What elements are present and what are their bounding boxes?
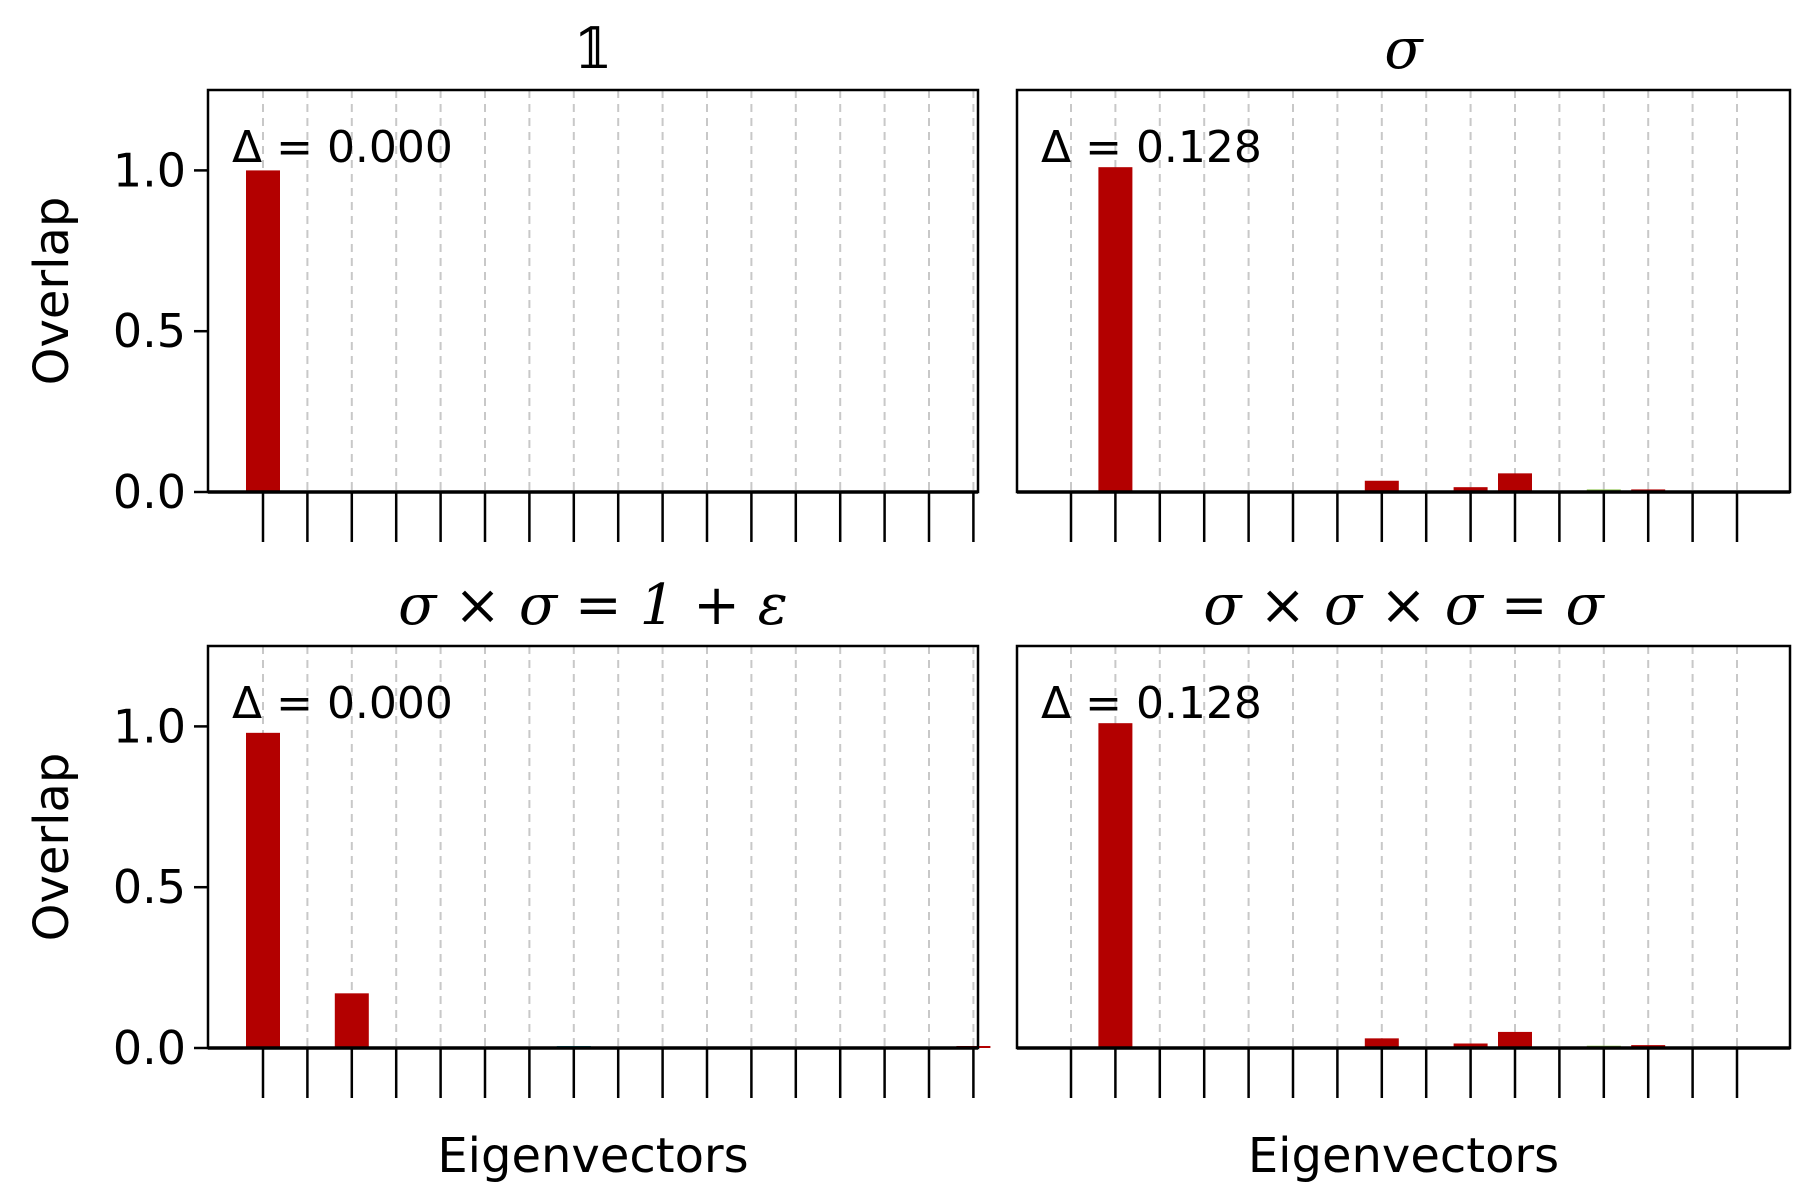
- y-tick-label: 0.5: [113, 304, 186, 358]
- y-tick-label: 0.0: [113, 1021, 186, 1075]
- y-tick-label: 1.0: [113, 699, 186, 753]
- bar: [334, 993, 369, 1048]
- panel-1: 0.0 0.5 1.0 𝟙 Δ = 0.000 Overlap: [24, 17, 980, 542]
- bar: [246, 732, 280, 1048]
- x-axis-label: Eigenvectors: [1248, 1128, 1559, 1184]
- panel-2: σ Δ = 0.128: [1015, 17, 1792, 542]
- panel-title: σ: [1384, 17, 1424, 82]
- panel-title: σ × σ × σ = σ: [1203, 573, 1605, 638]
- bar: [1498, 473, 1532, 492]
- delta-annotation: Δ = 0.128: [1041, 678, 1262, 729]
- bar: [1453, 487, 1488, 492]
- panel-title: σ × σ = 1 + ε: [398, 573, 788, 638]
- delta-annotation: Δ = 0.000: [232, 678, 453, 729]
- y-axis-label: Overlap: [24, 197, 80, 386]
- bar: [1364, 480, 1399, 492]
- bar: [1364, 1038, 1399, 1048]
- delta-annotation: Δ = 0.000: [232, 122, 453, 173]
- delta-annotation: Δ = 0.128: [1041, 122, 1262, 173]
- bar: [1098, 723, 1133, 1048]
- panel-4: σ × σ × σ = σ Δ = 0.128 Eigenvectors: [1015, 573, 1792, 1184]
- y-tick-label: 0.5: [113, 860, 186, 914]
- bar: [1098, 167, 1133, 492]
- bar: [246, 170, 280, 492]
- y-tick-label: 1.0: [113, 143, 186, 197]
- panel-3: 0.0 0.5 1.0 σ × σ = 1 + ε Δ = 0.000 Overlap Ei…: [24, 573, 991, 1184]
- bar: [1453, 1043, 1488, 1048]
- y-axis-label: Overlap: [24, 753, 80, 942]
- panel-title: 𝟙: [574, 17, 613, 82]
- y-tick-label: 0.0: [113, 465, 186, 519]
- x-axis-label: Eigenvectors: [437, 1128, 748, 1184]
- bar: [1498, 1031, 1532, 1048]
